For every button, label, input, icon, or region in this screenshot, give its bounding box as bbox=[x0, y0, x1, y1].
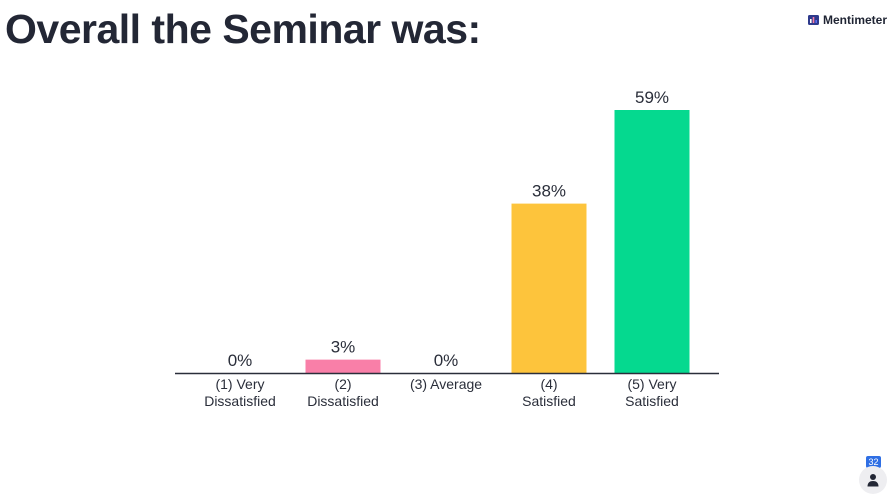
category-label-4: (4) Satisfied bbox=[522, 376, 576, 409]
category-label-1: (1) Very Dissatisfied bbox=[204, 376, 276, 409]
mentimeter-logo-icon bbox=[807, 15, 819, 25]
value-label-4: 38% bbox=[532, 182, 566, 201]
page-title: Overall the Seminar was: bbox=[5, 6, 481, 52]
category-label-2: (2) Dissatisfied bbox=[307, 376, 379, 409]
category-label-3: (3) Average bbox=[410, 376, 482, 392]
bar-2 bbox=[305, 359, 381, 373]
value-label-2: 3% bbox=[331, 338, 356, 357]
value-label-3: 0% bbox=[434, 351, 459, 370]
brand-logo: Mentimeter bbox=[807, 13, 887, 27]
category-label-5: (5) Very Satisfied bbox=[625, 376, 679, 409]
person-icon bbox=[867, 474, 879, 487]
participants-button[interactable] bbox=[859, 466, 887, 494]
bar-4 bbox=[511, 203, 587, 373]
participant-count-badge: 32 bbox=[866, 456, 881, 468]
bar-5 bbox=[614, 110, 690, 373]
value-label-5: 59% bbox=[635, 88, 669, 107]
brand-name: Mentimeter bbox=[822, 13, 887, 27]
value-label-1: 0% bbox=[228, 351, 253, 370]
